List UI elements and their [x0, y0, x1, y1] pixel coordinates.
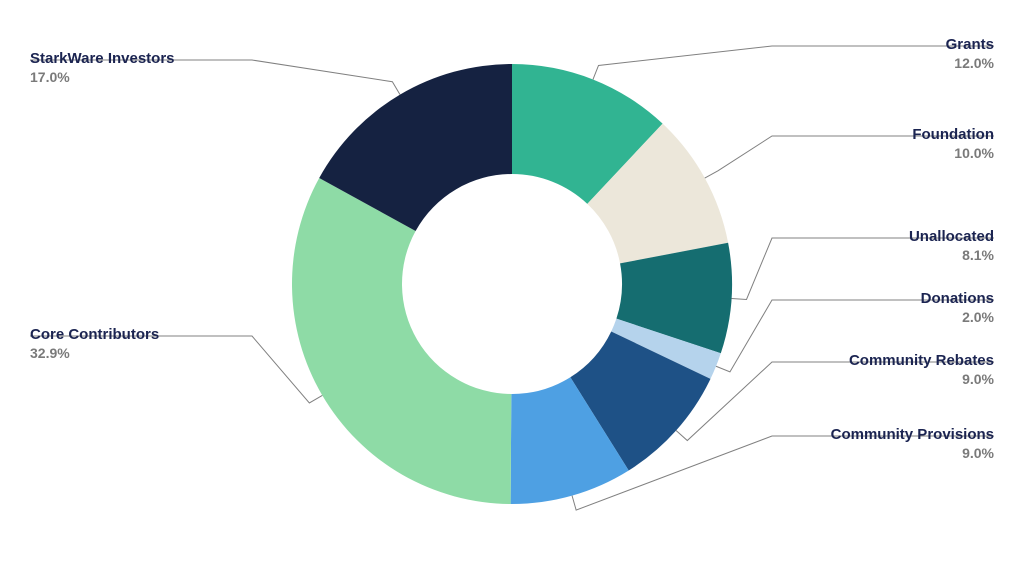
segment-label: Foundation10.0% [912, 126, 994, 162]
segment-label-percent: 8.1% [909, 247, 994, 265]
segment-label: Grants12.0% [946, 36, 994, 72]
donut-segment [292, 178, 511, 504]
segment-label: Community Provisions9.0% [831, 426, 994, 462]
segment-label-percent: 32.9% [30, 345, 159, 363]
segment-label: Donations2.0% [921, 290, 994, 326]
donut-chart: Grants12.0% Foundation10.0% Unallocated8.1… [0, 0, 1024, 569]
segment-label-name: Unallocated [909, 228, 994, 247]
segment-label-name: Community Rebates [849, 352, 994, 371]
segment-label-name: StarkWare Investors [30, 50, 175, 69]
segment-label-percent: 2.0% [921, 309, 994, 327]
segment-label: Community Rebates9.0% [849, 352, 994, 388]
segment-label-name: Foundation [912, 126, 994, 145]
segment-label-percent: 12.0% [946, 55, 994, 73]
segment-label-name: Donations [921, 290, 994, 309]
label-connector [593, 46, 994, 79]
segment-label-percent: 9.0% [849, 371, 994, 389]
segment-label-percent: 9.0% [831, 445, 994, 463]
segment-label-name: Grants [946, 36, 994, 55]
segment-label: Unallocated8.1% [909, 228, 994, 264]
segment-label-percent: 10.0% [912, 145, 994, 163]
segment-label-percent: 17.0% [30, 69, 175, 87]
segment-label: StarkWare Investors17.0% [30, 50, 175, 86]
segment-label: Core Contributors32.9% [30, 326, 159, 362]
segment-label-name: Community Provisions [831, 426, 994, 445]
segment-label-name: Core Contributors [30, 326, 159, 345]
